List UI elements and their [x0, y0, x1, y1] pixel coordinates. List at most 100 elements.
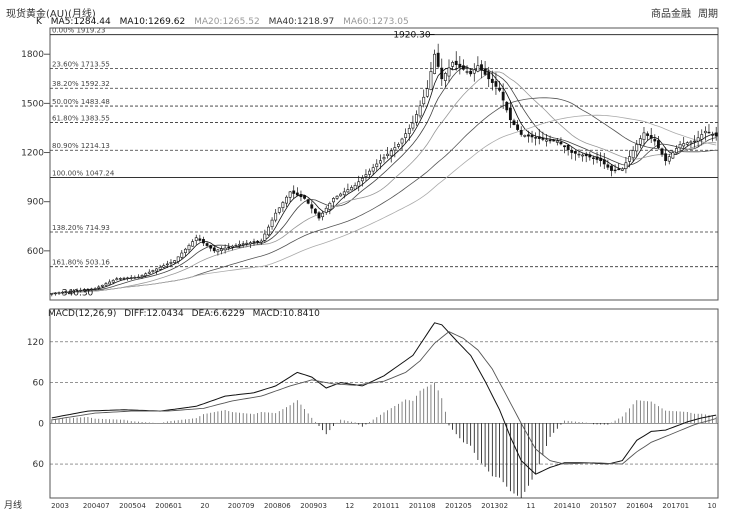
candle-body — [277, 207, 281, 213]
candle-body — [97, 286, 101, 289]
candle-body — [602, 159, 606, 165]
candle-body — [241, 243, 245, 245]
x-axis-period-label: 月线 — [4, 499, 22, 511]
candle-body — [490, 78, 494, 83]
candle-body — [689, 141, 693, 144]
candle-body — [393, 147, 397, 151]
candle-body — [415, 114, 418, 123]
legend-ma5: MA5:1284.44 — [50, 17, 111, 27]
candle-body — [653, 138, 657, 142]
candle-body — [270, 219, 274, 227]
fib-level-label: 100.00% 1047.24 — [52, 170, 115, 178]
candle-body — [144, 273, 148, 276]
candle-body — [671, 152, 675, 159]
candle-body — [707, 131, 711, 134]
candle-body — [93, 288, 97, 290]
candle-body — [75, 290, 79, 292]
period-button[interactable]: 周期 — [698, 9, 718, 20]
x-tick-label: 201302 — [481, 502, 508, 510]
candle-body — [50, 293, 54, 295]
candle-body — [230, 245, 234, 248]
candle-body — [498, 87, 501, 91]
candle-body — [234, 244, 238, 247]
macd-legend: MACD(12,26,9) DIFF:12.0434 DEA:6.6229 MA… — [48, 309, 325, 319]
candle-body — [657, 140, 660, 148]
x-tick-label: 201701 — [662, 502, 689, 510]
candle-body — [137, 276, 140, 279]
fib-level-label: 61.80% 1383.55 — [52, 114, 110, 122]
macd-legend-name: MACD(12,26,9) — [48, 309, 117, 319]
candle-body — [584, 153, 588, 157]
candle-body — [404, 133, 408, 139]
candle-body — [126, 277, 130, 279]
candle-body — [527, 134, 530, 137]
candle-body — [443, 73, 447, 81]
candle-body — [173, 260, 176, 264]
candle-body — [187, 245, 191, 251]
candle-body — [436, 52, 440, 67]
x-tick-label: 12 — [345, 502, 354, 510]
candle-body — [411, 122, 415, 129]
candle-body — [595, 156, 599, 160]
candle-body — [216, 249, 220, 253]
candle-body — [118, 278, 122, 280]
fib-level-label: 80.90% 1214.13 — [52, 142, 110, 150]
macd-panel-frame — [49, 308, 719, 499]
candle-body — [646, 133, 650, 136]
candle-body — [346, 189, 350, 193]
candle-body — [447, 67, 451, 77]
candle-body — [248, 242, 252, 245]
candle-body — [360, 177, 364, 182]
candle-body — [180, 252, 184, 258]
candle-body — [635, 144, 639, 152]
candle-body — [259, 240, 263, 243]
candle-body — [79, 289, 83, 292]
candle-body — [332, 198, 335, 203]
candle-body — [472, 69, 476, 74]
x-tick-label: 10 — [708, 502, 717, 510]
candle-body — [530, 134, 534, 138]
candle-body — [129, 277, 133, 279]
legend-ma10: MA10:1269.62 — [119, 17, 186, 27]
candle-body — [317, 212, 321, 219]
candle-body — [223, 247, 227, 251]
macd-y-tick-label: 60 — [33, 460, 45, 470]
macd-y-tick-label: 60 — [33, 379, 45, 389]
x-tick-label: 200709 — [228, 502, 255, 510]
candle-body — [545, 139, 548, 142]
candle-body — [664, 153, 668, 162]
x-tick-label: 200504 — [119, 502, 146, 510]
candle-body — [64, 291, 68, 293]
candle-body — [552, 139, 556, 142]
legend-ma60: MA60:1273.05 — [343, 17, 409, 27]
candle-body — [158, 266, 162, 270]
candle-body — [198, 238, 202, 241]
macd-diff-line — [51, 322, 717, 475]
goods-finance-button[interactable]: 商品金融 — [651, 9, 691, 20]
x-tick-label: 200407 — [83, 502, 110, 510]
candle-body — [606, 164, 610, 168]
candle-body — [281, 202, 285, 209]
macd-y-tick-label: 120 — [27, 338, 44, 348]
candle-body — [667, 156, 671, 162]
candle-body — [292, 190, 296, 194]
price-panel: 1800 1500 1200 900 600 0.00% 1919.23 23.60% 17… — [21, 27, 719, 301]
candle-body — [425, 88, 429, 97]
candle-body — [382, 157, 386, 160]
fib-level-label: 50.00% 1483.48 — [52, 98, 110, 106]
candle-body — [321, 212, 325, 218]
candle-body — [227, 246, 231, 249]
x-tick-label: 201604 — [626, 502, 653, 510]
candle-body — [100, 284, 104, 287]
candle-body — [183, 248, 187, 253]
candle-body — [696, 137, 700, 142]
candle-body — [700, 134, 704, 140]
candle-body — [577, 153, 581, 156]
candle-body — [328, 203, 332, 210]
candle-body — [512, 120, 516, 125]
candle-body — [523, 135, 527, 137]
candle-body — [469, 70, 473, 75]
price-y-tick-label: 900 — [27, 198, 44, 208]
